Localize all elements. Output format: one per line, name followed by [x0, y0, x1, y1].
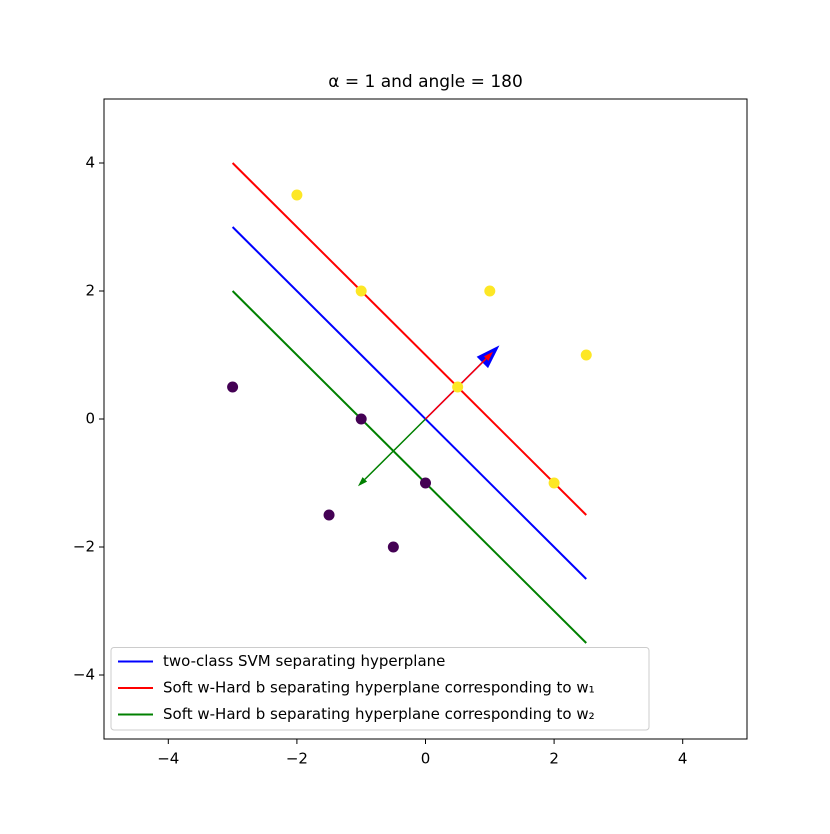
scatter-point [355, 285, 367, 297]
legend-box [110, 647, 650, 731]
scatter-point [580, 349, 592, 361]
arrow [364, 418, 427, 480]
scatter-point [227, 381, 239, 393]
legend-label: Soft w-Hard b separating hyperplane corr… [163, 679, 595, 697]
y-tick-label: −2 [73, 538, 95, 556]
y-tick-label: 4 [85, 154, 95, 172]
x-tick-label: 4 [678, 750, 688, 768]
y-tick-label: 0 [85, 410, 95, 428]
x-tick-label: −2 [286, 750, 308, 768]
scatter-point [387, 541, 399, 553]
legend-label: two-class SVM separating hyperplane [163, 652, 445, 670]
scatter-point [323, 509, 335, 521]
hyperplane-line [231, 290, 587, 644]
plot-frame [103, 98, 748, 740]
legend-label: Soft w-Hard b separating hyperplane corr… [163, 705, 595, 723]
scatter-point [452, 381, 464, 393]
scatter-point [548, 477, 560, 489]
x-tick-label: −4 [157, 750, 179, 768]
y-tick-label: −4 [73, 666, 95, 684]
scatter-point [355, 413, 367, 425]
scatter-point [484, 285, 496, 297]
hyperplane-line [231, 162, 587, 516]
scatter-point [420, 477, 431, 489]
hyperplane-line [231, 226, 587, 580]
legend: two-class SVM separating hyperplane Soft … [110, 647, 650, 731]
y-tick-label: 2 [85, 282, 95, 300]
x-tick-label: 2 [549, 750, 559, 768]
chart-title: α = 1 and angle = 180 [328, 72, 523, 92]
scatter-point [291, 189, 303, 201]
arrow-head [357, 477, 368, 487]
x-tick-label: 0 [421, 750, 431, 768]
arrow-head [483, 351, 494, 361]
